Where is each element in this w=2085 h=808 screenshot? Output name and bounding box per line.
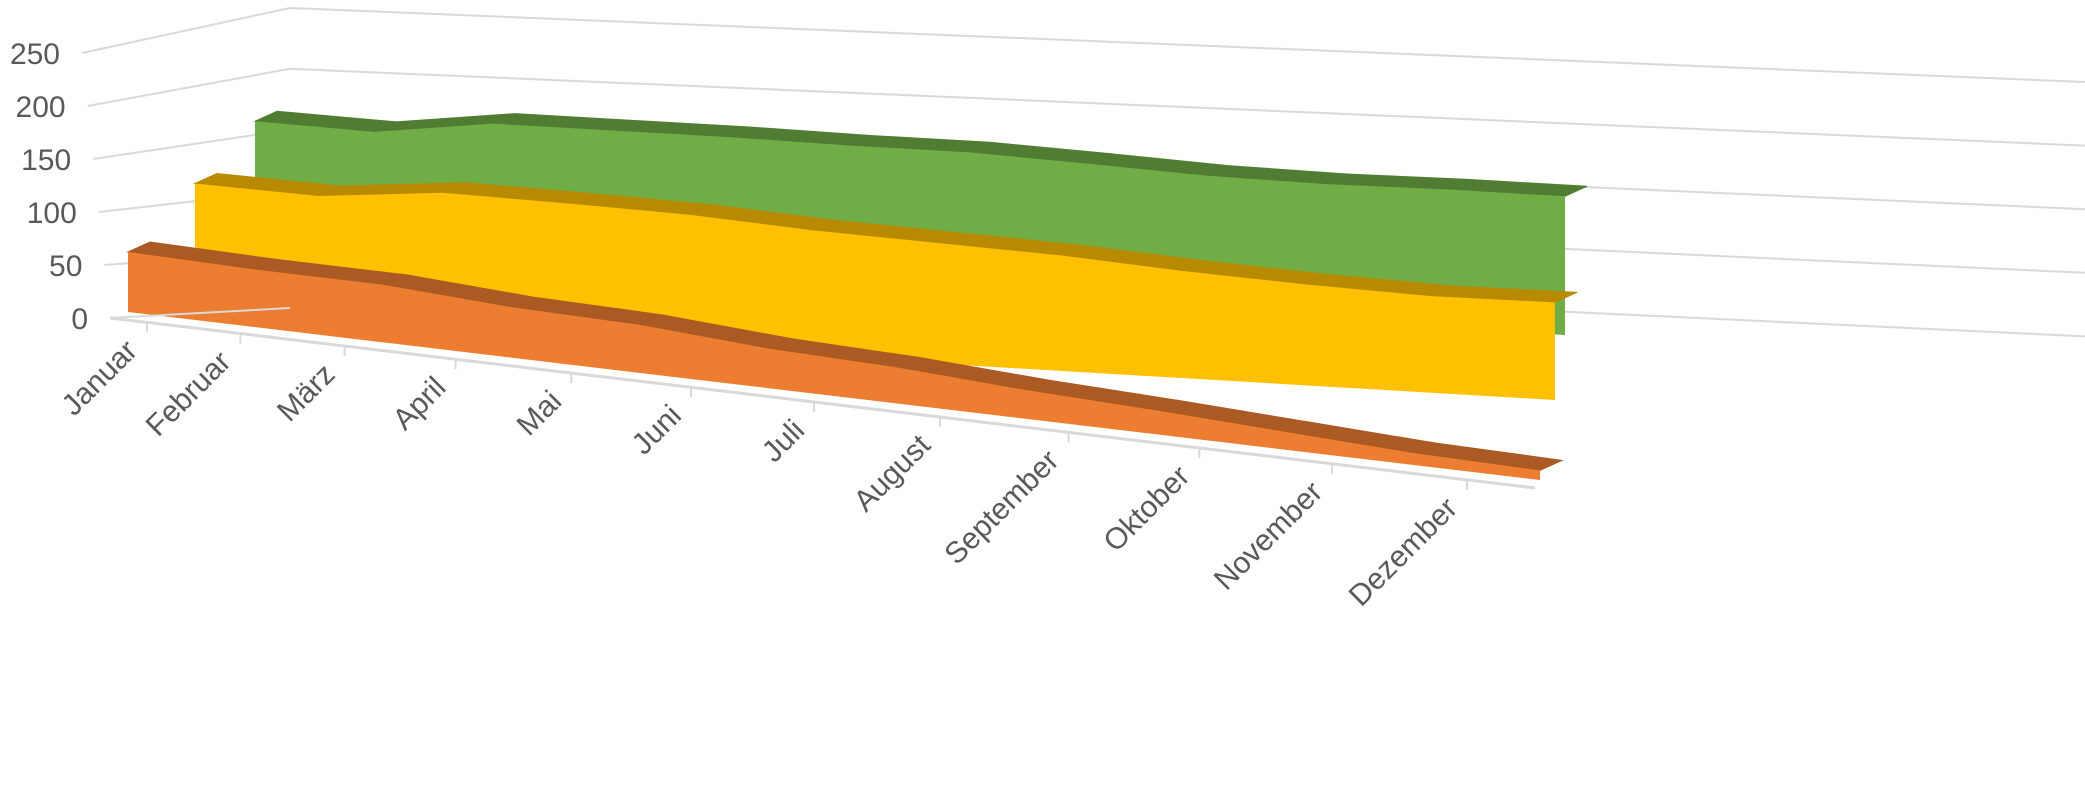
x-tick-label: Mai [511,385,569,443]
series-2-point-8 [1154,410,1155,411]
floor-side-line [109,307,291,319]
series-0-point-3 [612,130,613,131]
y-axis-tick-labels: 0 50 100 150 200 250 [10,38,88,336]
x-axis [109,307,1536,490]
series-1-point-3 [565,203,566,204]
x-axis-line [109,316,1536,490]
series-1-point-1 [318,196,319,197]
series-1-point-10 [1431,296,1432,297]
series-1-point-4 [689,214,690,215]
series-1-point-9 [1307,284,1308,285]
series-1-area [195,183,1555,400]
series-2-point-3 [513,307,514,308]
series-1-point-11 [1555,302,1556,303]
x-tick-label: März [271,358,341,428]
x-tick-label: Juni [626,399,688,461]
series-0-point-5 [850,145,851,146]
x-tick-label: Oktober [1097,460,1196,559]
series-1-point-6 [936,242,937,243]
series-1-point-5 [813,230,814,231]
series-0-point-10 [1445,189,1446,190]
series-0-point-4 [731,137,732,138]
series-2-point-6 [898,367,899,368]
x-tick-label: Juli [756,414,811,469]
series-2-point-4 [641,325,642,326]
series-2-point-10 [1411,452,1412,453]
x-tick-label: September [938,444,1065,571]
x-tick-label: August [848,428,938,518]
series-2-point-11 [1540,470,1541,471]
series-0-point-7 [1088,163,1089,164]
series-1-point-2 [442,192,443,193]
series-0-point-6 [969,152,970,153]
series-0-point-1 [374,131,375,132]
x-tick-label: Dezember [1343,491,1464,612]
y-tick-label: 0 [71,303,88,336]
series-0-point-8 [1207,175,1208,176]
y-tick-label: 50 [49,250,82,283]
x-tick-label: November [1208,475,1329,596]
gridline [87,67,2085,147]
gridline [81,6,2085,83]
series-0-point-2 [493,123,494,124]
y-tick-label: 150 [21,144,71,177]
series-1-point-8 [1184,271,1185,272]
series-2-point-5 [769,348,770,349]
y-tick-label: 200 [16,91,66,124]
series-2-area [128,252,1540,480]
y-tick-label: 100 [27,197,77,230]
series-0-point-9 [1326,184,1327,185]
series-2-point-1 [256,269,257,270]
series-2-point-2 [384,284,385,285]
series-2-point-9 [1283,431,1284,432]
x-tick-label: Januar [56,334,144,422]
series-areas [126,110,1588,480]
series-2-point-0 [128,252,129,253]
y-tick-label: 250 [10,38,60,71]
series-0-point-0 [255,121,256,122]
x-tick-label: Februar [140,345,238,443]
series-0-point-11 [1565,196,1566,197]
series-1-point-0 [195,183,196,184]
series-2-point-7 [1026,390,1027,391]
series-1-point-7 [1060,255,1061,256]
x-tick-label: April [387,371,453,437]
